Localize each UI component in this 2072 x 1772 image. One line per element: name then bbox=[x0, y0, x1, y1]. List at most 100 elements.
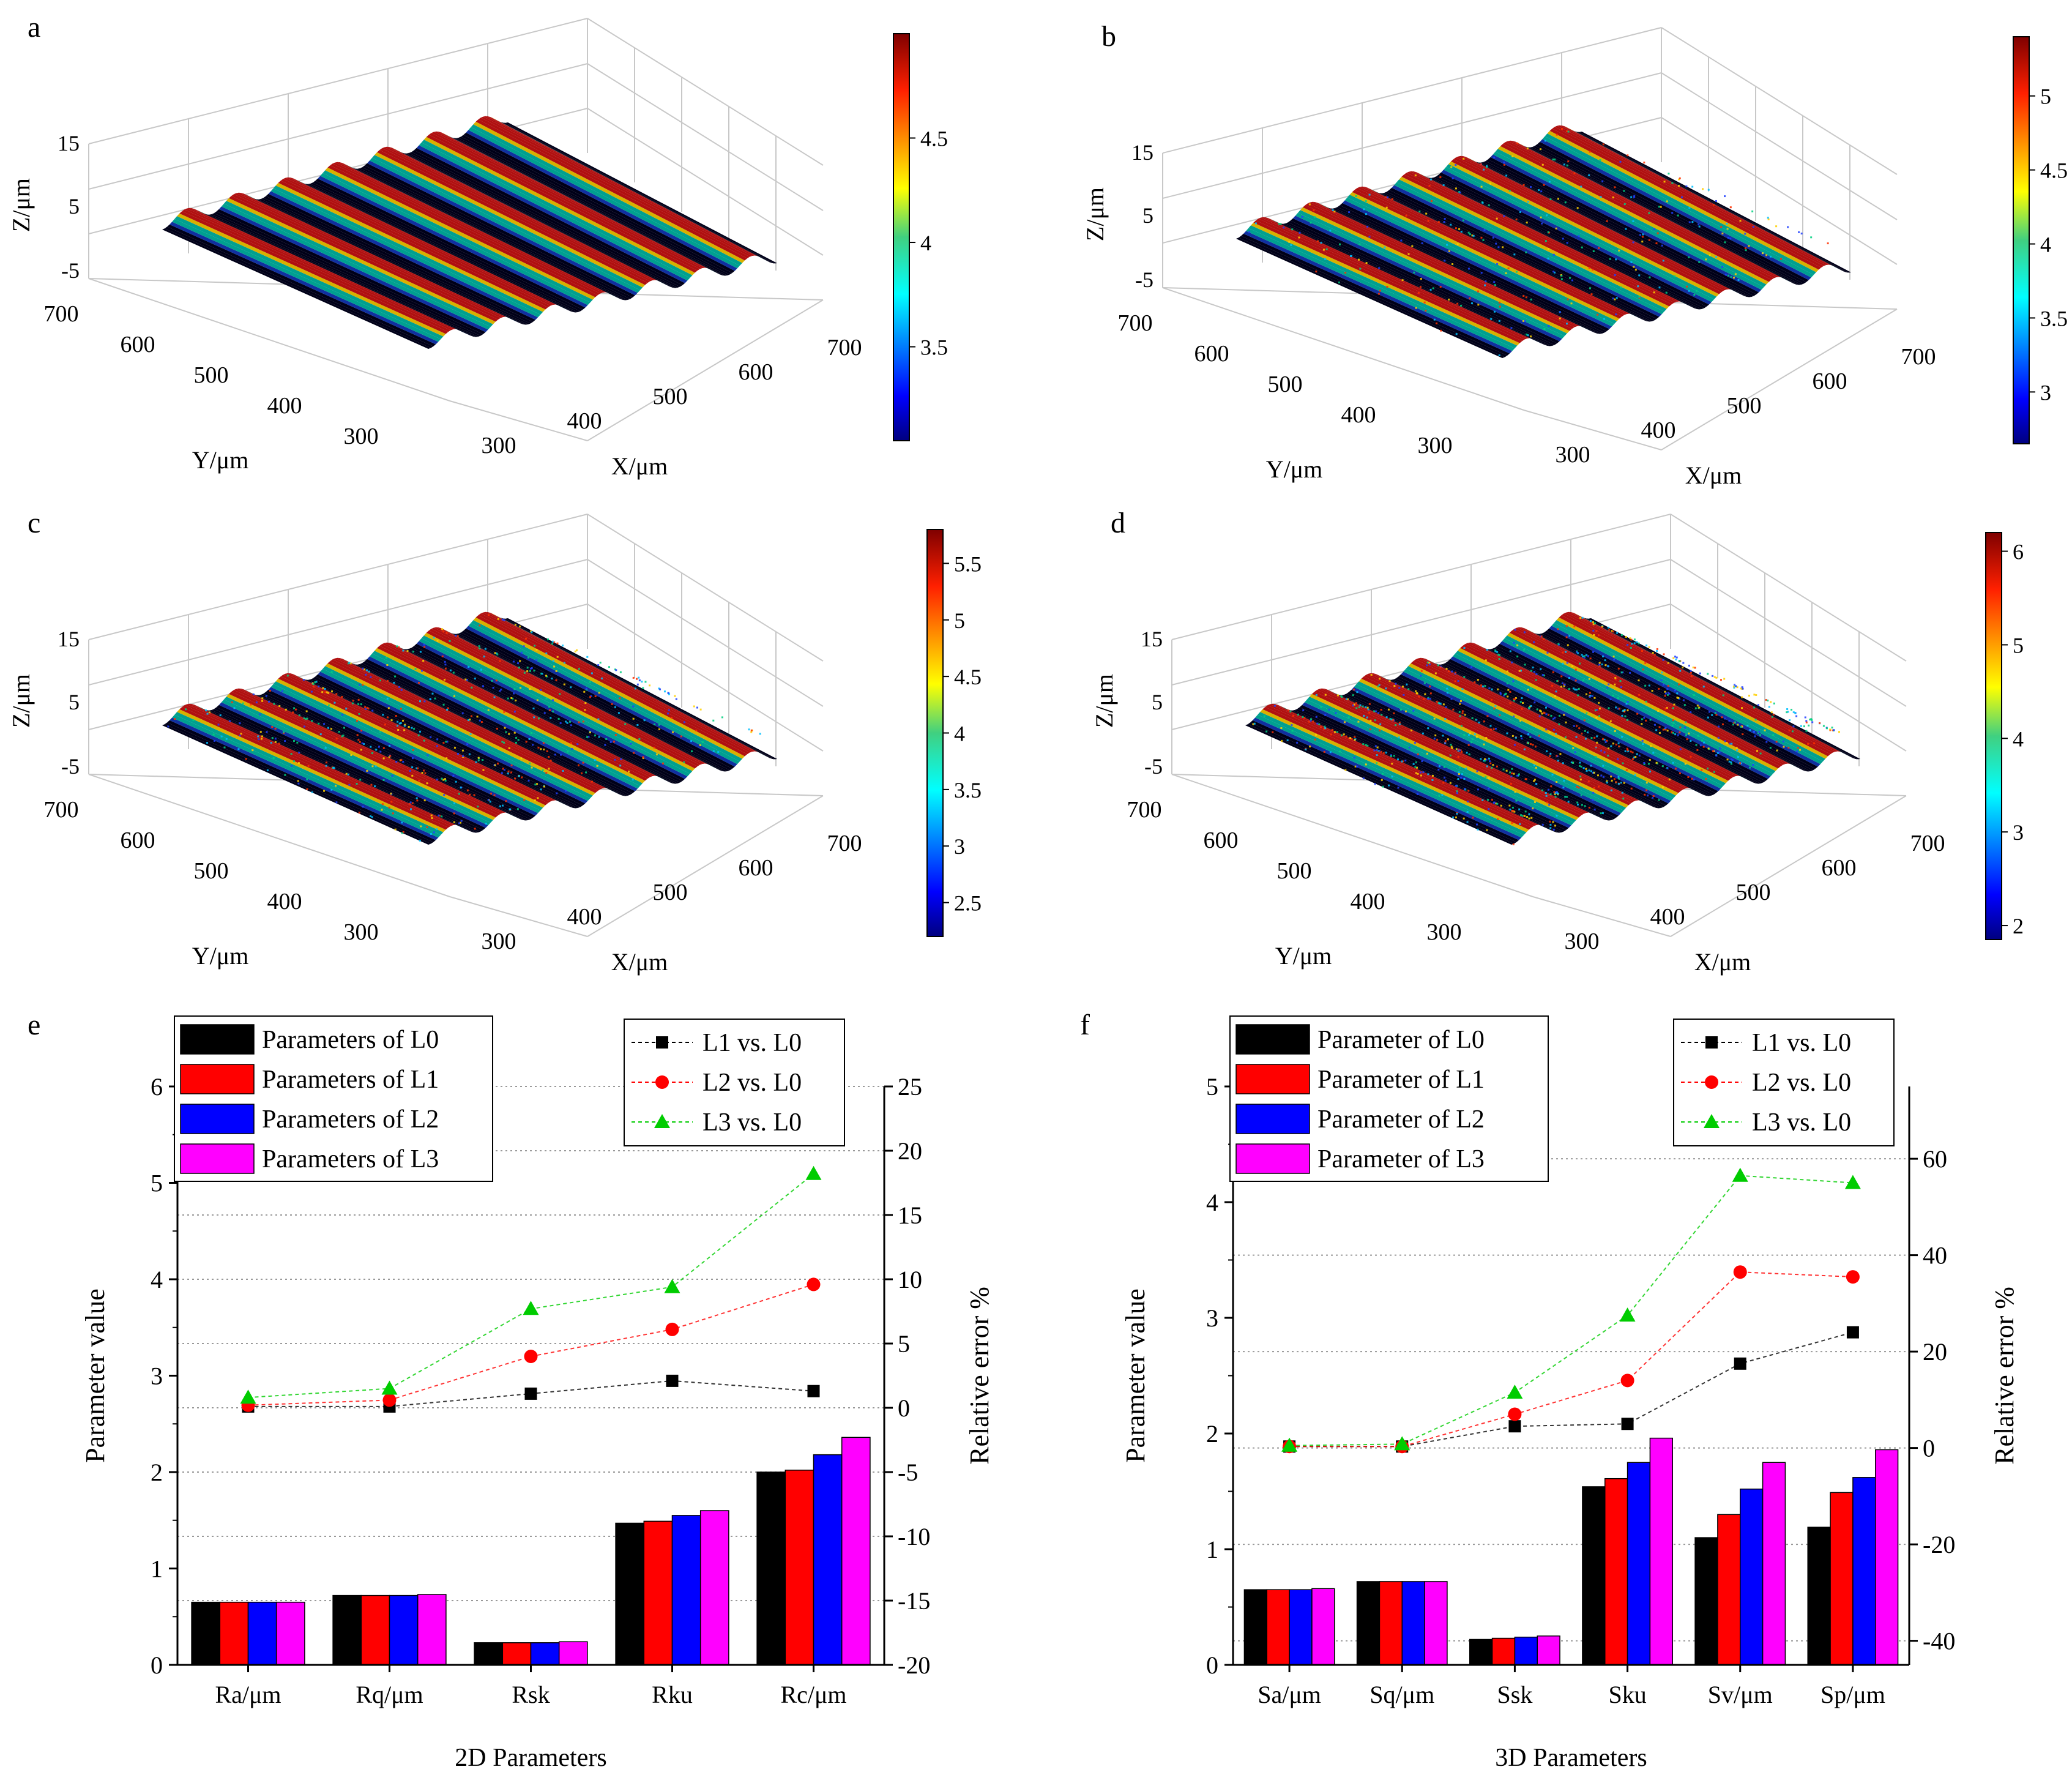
noise-speck bbox=[1512, 843, 1515, 845]
noise-speck bbox=[1598, 665, 1601, 667]
noise-speck bbox=[515, 736, 518, 739]
back-top-line bbox=[1162, 27, 1662, 154]
noise-speck bbox=[1478, 721, 1480, 723]
noise-speck bbox=[305, 710, 308, 712]
noise-speck bbox=[1619, 160, 1622, 163]
bar bbox=[1243, 1589, 1267, 1665]
noise-speck bbox=[1563, 779, 1565, 782]
noise-speck bbox=[670, 717, 673, 719]
back-grid-line bbox=[587, 604, 824, 752]
noise-speck bbox=[228, 720, 231, 722]
noise-speck bbox=[1623, 709, 1626, 711]
surface-strip bbox=[1391, 679, 1661, 809]
bar bbox=[615, 1522, 645, 1665]
noise-speck bbox=[1720, 226, 1723, 228]
noise-speck bbox=[1413, 271, 1415, 274]
noise-speck bbox=[584, 702, 587, 705]
noise-speck bbox=[1445, 706, 1447, 708]
noise-speck bbox=[1805, 721, 1808, 723]
noise-speck bbox=[1356, 691, 1358, 693]
noise-speck bbox=[1661, 671, 1663, 674]
noise-speck bbox=[1494, 705, 1497, 708]
noise-speck bbox=[683, 721, 685, 723]
noise-speck bbox=[1379, 290, 1381, 292]
surface-strip bbox=[1539, 634, 1811, 772]
surface-strip bbox=[1297, 707, 1567, 832]
surface-strip bbox=[263, 196, 533, 324]
z-tick-label: 5 bbox=[69, 194, 80, 219]
legend-swatch bbox=[1235, 1143, 1310, 1174]
surface-strip bbox=[1586, 618, 1858, 760]
surface-strip bbox=[268, 687, 538, 816]
noise-speck bbox=[1589, 287, 1591, 290]
surface-strip bbox=[1549, 626, 1820, 767]
noise-speck bbox=[1598, 708, 1601, 710]
noise-speck bbox=[357, 698, 360, 701]
noise-speck bbox=[1472, 817, 1474, 819]
noise-speck bbox=[1362, 777, 1365, 780]
surface-strip bbox=[466, 130, 737, 271]
noise-speck bbox=[1343, 721, 1346, 723]
surface-strip bbox=[308, 679, 578, 809]
surface-strip bbox=[211, 709, 481, 832]
noise-speck bbox=[358, 812, 360, 814]
noise-speck bbox=[1439, 765, 1441, 768]
noise-speck bbox=[392, 812, 394, 815]
noise-speck bbox=[1373, 710, 1376, 712]
noise-speck bbox=[1633, 757, 1636, 759]
noise-speck bbox=[1483, 743, 1485, 746]
noise-speck bbox=[1332, 209, 1334, 212]
noise-speck bbox=[540, 689, 542, 691]
noise-speck bbox=[237, 748, 240, 750]
noise-speck bbox=[1606, 780, 1608, 782]
noise-speck bbox=[529, 670, 531, 672]
noise-speck bbox=[1735, 685, 1737, 687]
noise-speck bbox=[514, 624, 516, 626]
surface-strip bbox=[179, 707, 449, 830]
noise-speck bbox=[1759, 734, 1762, 736]
surface-strip bbox=[1442, 663, 1713, 796]
error-marker-triangle bbox=[240, 1389, 256, 1404]
noise-speck bbox=[1523, 648, 1526, 651]
noise-speck bbox=[220, 735, 223, 738]
noise-speck bbox=[1429, 698, 1431, 700]
noise-speck bbox=[1393, 712, 1395, 714]
noise-speck bbox=[1608, 707, 1610, 709]
noise-speck bbox=[1480, 758, 1482, 760]
surface-strip bbox=[421, 140, 693, 278]
noise-speck bbox=[1443, 766, 1445, 768]
noise-speck bbox=[1724, 740, 1726, 742]
noise-speck bbox=[1351, 738, 1353, 740]
noise-speck bbox=[480, 668, 482, 671]
noise-speck bbox=[548, 755, 550, 758]
noise-speck bbox=[1480, 185, 1483, 188]
noise-speck bbox=[1759, 752, 1762, 755]
z-axis-label: Z/μm bbox=[1090, 674, 1118, 728]
surface-strip bbox=[1308, 202, 1578, 327]
noise-speck bbox=[1401, 686, 1404, 688]
noise-speck bbox=[1620, 286, 1622, 289]
noise-speck bbox=[1288, 241, 1291, 243]
noise-speck bbox=[1519, 701, 1522, 703]
surface-strip bbox=[1253, 220, 1522, 343]
noise-speck bbox=[1483, 720, 1485, 723]
surface-strip bbox=[162, 724, 431, 845]
x-tick-label: 600 bbox=[739, 855, 773, 881]
noise-speck bbox=[1460, 777, 1463, 779]
noise-speck bbox=[1344, 271, 1347, 274]
noise-speck bbox=[1365, 744, 1367, 746]
noise-speck bbox=[444, 678, 446, 681]
surface-mesh bbox=[1236, 125, 1851, 358]
surface-strip bbox=[401, 152, 673, 288]
noise-speck bbox=[1560, 278, 1563, 280]
noise-speck bbox=[362, 806, 364, 808]
noise-speck bbox=[591, 672, 593, 675]
noise-speck bbox=[1577, 694, 1579, 697]
surface-strip bbox=[1270, 703, 1539, 825]
noise-speck bbox=[1399, 708, 1402, 711]
noise-speck bbox=[519, 626, 521, 628]
noise-speck bbox=[1315, 271, 1317, 273]
surface-strip bbox=[1420, 657, 1691, 789]
noise-speck bbox=[1702, 686, 1705, 688]
noise-speck bbox=[444, 778, 446, 780]
